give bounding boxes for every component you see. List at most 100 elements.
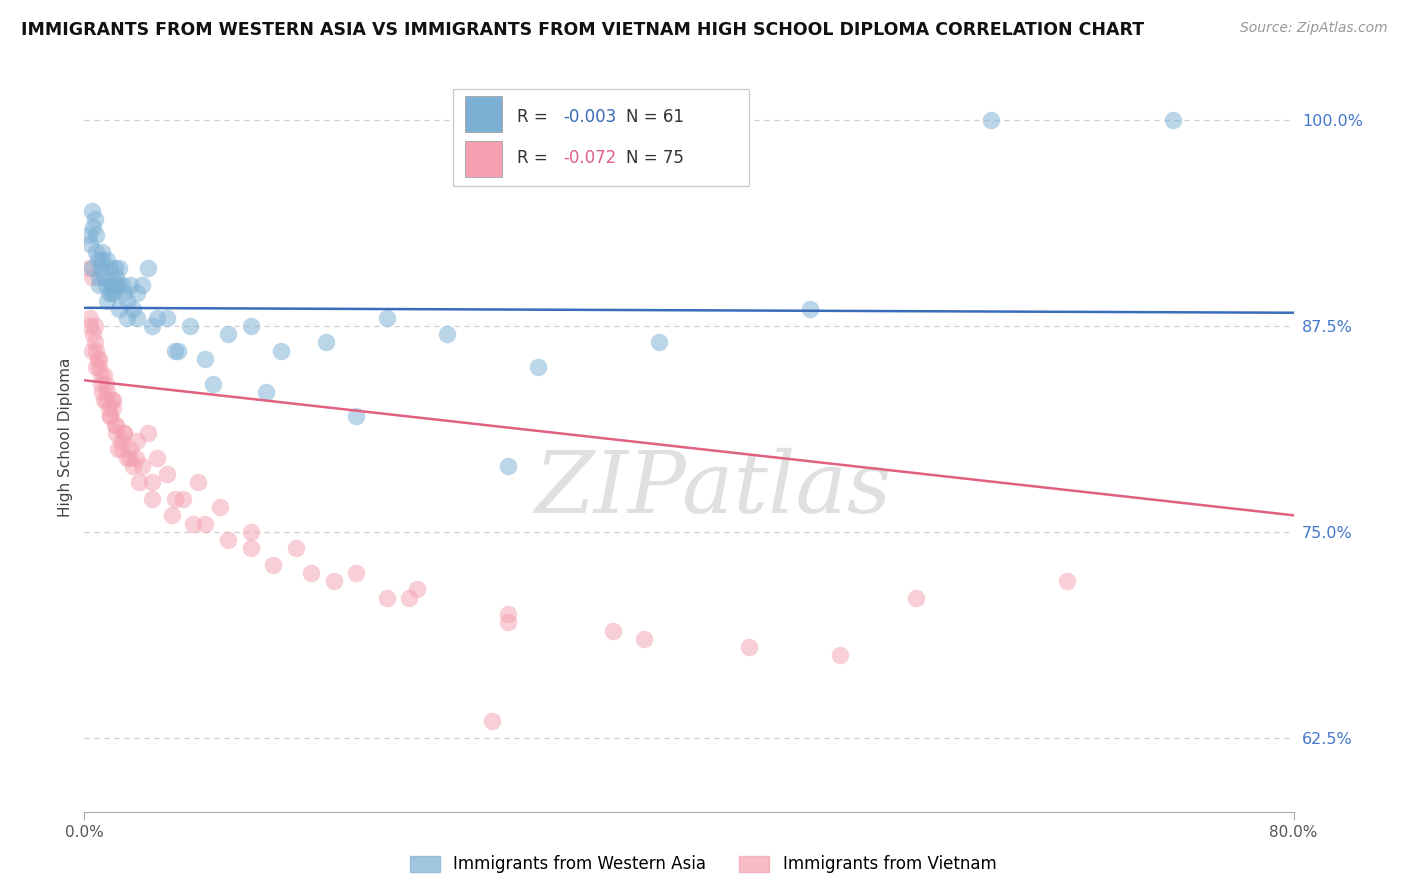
- Point: [86, 343, 108, 358]
- Y-axis label: High School Diploma: High School Diploma: [58, 358, 73, 516]
- Point: [90, 261, 112, 276]
- Point: [172, 491, 194, 506]
- Text: IMMIGRANTS FROM WESTERN ASIA VS IMMIGRANTS FROM VIETNAM HIGH SCHOOL DIPLOMA CORR: IMMIGRANTS FROM WESTERN ASIA VS IMMIGRAN…: [21, 21, 1144, 38]
- Point: [105, 425, 128, 440]
- Point: [107, 277, 129, 292]
- Point: [375, 310, 398, 325]
- Point: [128, 475, 150, 490]
- Legend: Immigrants from Western Asia, Immigrants from Vietnam: Immigrants from Western Asia, Immigrants…: [404, 849, 1002, 880]
- Point: [94, 376, 117, 391]
- Point: [84, 318, 107, 333]
- Text: R =: R =: [517, 149, 553, 167]
- Point: [96, 294, 118, 309]
- Point: [125, 450, 148, 465]
- Point: [89, 269, 111, 284]
- Point: [131, 277, 153, 292]
- Point: [799, 302, 821, 317]
- Point: [156, 310, 179, 325]
- Point: [187, 475, 209, 490]
- Point: [406, 582, 429, 597]
- Point: [80, 261, 103, 276]
- Point: [648, 335, 671, 350]
- Point: [100, 277, 122, 292]
- Point: [108, 302, 131, 317]
- Point: [141, 318, 163, 333]
- Point: [115, 450, 138, 465]
- FancyBboxPatch shape: [465, 141, 502, 178]
- Point: [93, 269, 115, 284]
- Text: -0.072: -0.072: [564, 149, 616, 167]
- Point: [101, 401, 124, 416]
- Point: [527, 360, 550, 375]
- Point: [239, 318, 262, 333]
- Point: [77, 261, 100, 276]
- Point: [127, 434, 149, 449]
- Point: [136, 261, 159, 276]
- Point: [91, 384, 114, 399]
- Point: [481, 714, 503, 728]
- Point: [111, 442, 134, 457]
- Point: [94, 392, 117, 407]
- Point: [96, 384, 118, 399]
- Point: [217, 533, 239, 547]
- Point: [86, 244, 108, 259]
- Point: [1056, 574, 1078, 589]
- Point: [84, 211, 107, 226]
- Point: [84, 335, 107, 350]
- Point: [98, 409, 121, 424]
- Point: [181, 516, 204, 531]
- Point: [121, 458, 143, 473]
- Point: [90, 376, 112, 391]
- Point: [165, 491, 187, 506]
- Point: [127, 310, 149, 325]
- Point: [254, 384, 277, 399]
- Point: [217, 327, 239, 342]
- Point: [111, 277, 134, 292]
- Point: [496, 458, 519, 473]
- Point: [160, 508, 183, 523]
- Point: [79, 236, 101, 251]
- Point: [79, 310, 101, 325]
- Point: [127, 285, 149, 300]
- Point: [194, 516, 217, 531]
- Point: [165, 343, 187, 358]
- Point: [194, 351, 217, 366]
- Point: [209, 500, 232, 514]
- Point: [80, 269, 103, 284]
- Point: [141, 491, 163, 506]
- Point: [100, 392, 122, 407]
- Point: [112, 425, 135, 440]
- Point: [239, 541, 262, 556]
- Point: [602, 624, 624, 638]
- Text: N = 61: N = 61: [626, 108, 685, 126]
- Point: [346, 566, 368, 580]
- Point: [146, 310, 169, 325]
- Point: [118, 277, 141, 292]
- Point: [141, 475, 163, 490]
- Point: [115, 310, 138, 325]
- Point: [167, 343, 190, 358]
- Point: [496, 615, 519, 630]
- Point: [179, 318, 201, 333]
- Point: [98, 409, 121, 424]
- Text: R =: R =: [517, 108, 553, 126]
- Point: [96, 253, 118, 268]
- Point: [101, 285, 124, 300]
- Point: [80, 343, 103, 358]
- Point: [156, 467, 179, 482]
- Text: -0.003: -0.003: [564, 108, 616, 126]
- Point: [105, 269, 128, 284]
- Point: [830, 648, 852, 663]
- Point: [90, 368, 112, 383]
- Point: [121, 302, 143, 317]
- Point: [375, 591, 398, 605]
- Point: [146, 450, 169, 465]
- Point: [93, 392, 115, 407]
- Point: [980, 113, 1002, 128]
- Point: [322, 574, 344, 589]
- Point: [93, 368, 115, 383]
- Point: [98, 261, 121, 276]
- FancyBboxPatch shape: [453, 88, 749, 186]
- Point: [101, 392, 124, 407]
- Point: [110, 434, 132, 449]
